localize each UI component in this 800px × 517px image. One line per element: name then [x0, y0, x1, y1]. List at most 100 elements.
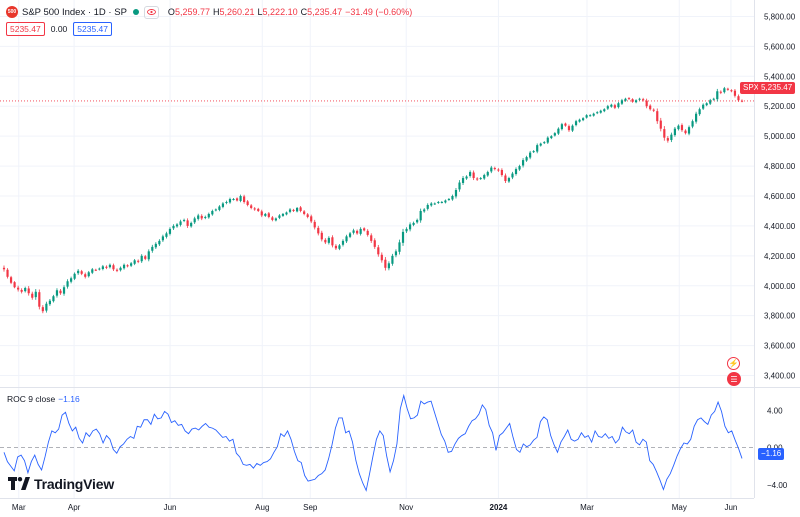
candle-body [634, 100, 638, 103]
candle-body [320, 232, 323, 240]
candle-body [405, 228, 408, 232]
candle-body [553, 133, 556, 136]
candle-body [331, 237, 334, 246]
candle-body [564, 123, 567, 126]
spread-value: 0.00 [50, 24, 68, 34]
price-tick-label: 5,400.00 [764, 72, 796, 81]
candle-body [59, 290, 62, 294]
candle-body [723, 88, 726, 93]
eye-icon[interactable] [143, 5, 159, 19]
grid-horizontal [0, 15, 754, 377]
candle-body [423, 209, 426, 212]
candle-body [408, 224, 412, 230]
candle-body [479, 178, 482, 180]
candle-body [292, 209, 295, 211]
buy-button[interactable]: 5235.47 [73, 22, 113, 36]
candle-body [13, 282, 16, 288]
candle-body [133, 260, 136, 264]
sell-button[interactable]: 5235.47 [6, 22, 45, 36]
price-tick-label: 5,200.00 [764, 102, 796, 111]
symbol-title[interactable]: S&P 500 Index · 1D · SP [22, 6, 127, 18]
price-tick-label: 4,400.00 [764, 222, 796, 231]
candle-body [363, 228, 366, 231]
candle-body [589, 115, 592, 117]
candle-body [610, 104, 613, 107]
trade-buttons: 5235.47 0.00 5235.47 [6, 22, 113, 36]
candle-body [730, 90, 733, 92]
candle-body [338, 245, 341, 249]
candle-body [740, 100, 744, 102]
candle-body [412, 222, 415, 225]
time-tick-label: Sep [303, 503, 318, 512]
candle-body [698, 109, 701, 115]
grid-vertical [18, 0, 732, 498]
candle-body [175, 224, 179, 227]
candle-body [48, 300, 51, 305]
time-tick-label: 2024 [490, 503, 508, 512]
candle-body [257, 208, 260, 211]
candle-body [327, 237, 330, 243]
candle-body [27, 288, 30, 294]
candle-body [525, 157, 528, 161]
candle-body [186, 220, 189, 226]
roc-legend[interactable]: ROC 9 close −1.16 [7, 394, 80, 404]
candle-body [45, 303, 48, 311]
market-status-icon [132, 9, 139, 15]
us-flag-icon[interactable]: ☰ [727, 372, 741, 386]
candle-body [2, 267, 6, 270]
candle-body [642, 99, 645, 101]
candle-body [394, 251, 398, 256]
candle-body [705, 103, 708, 106]
candle-body [87, 272, 90, 277]
candle-body [193, 218, 196, 223]
price-tick-label: 3,400.00 [764, 372, 796, 381]
close-value: 5,235.47 [307, 7, 343, 17]
candle-body [483, 175, 486, 179]
candle-body [271, 217, 274, 220]
candle-body [536, 145, 539, 152]
candle-body [69, 278, 73, 282]
candle-body [207, 213, 210, 218]
price-tick-label: 4,200.00 [764, 252, 796, 261]
candle-body [726, 88, 729, 90]
candle-body [168, 228, 172, 234]
high-key: H [212, 7, 220, 17]
tradingview-logo[interactable]: TradingView [8, 476, 114, 492]
candle-body [380, 254, 383, 261]
candle-body [617, 103, 620, 108]
price-tick-label: 3,800.00 [764, 312, 796, 321]
candle-body [253, 208, 256, 210]
candle-body [712, 98, 715, 100]
candle-body [638, 98, 641, 100]
candle-body [578, 119, 581, 122]
candle-body [250, 205, 253, 208]
candle-body [235, 198, 239, 201]
candle-body [348, 233, 352, 237]
candle-body [571, 125, 574, 131]
candle-body [144, 256, 147, 259]
close-key: C [300, 7, 308, 17]
candle-body [490, 167, 493, 172]
candle-body [218, 206, 221, 210]
candle-body [670, 134, 673, 141]
candle-body [691, 121, 694, 127]
price-tick-label: 5,800.00 [764, 12, 796, 21]
candle-body [359, 228, 362, 234]
candle-body [341, 240, 345, 245]
candle-body [221, 203, 225, 207]
low-key: L [257, 7, 263, 17]
candle-body [719, 91, 722, 93]
candle-body [62, 287, 66, 294]
candle-body [91, 269, 94, 273]
price-tick-label: 4,000.00 [764, 282, 796, 291]
candle-body [119, 267, 122, 271]
candle-body [465, 176, 468, 179]
candle-body [179, 221, 182, 225]
lightning-icon[interactable]: ⚡ [727, 357, 740, 370]
candle-body [260, 211, 263, 216]
price-axis: 3,400.00 3,600.00 3,800.00 4,000.00 4,200.00… [764, 12, 796, 380]
candle-body [649, 105, 652, 110]
time-tick-label: Jun [164, 503, 177, 512]
candle-body [20, 289, 23, 292]
